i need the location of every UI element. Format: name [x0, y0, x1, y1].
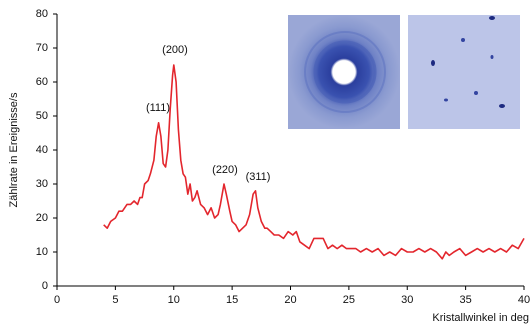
y-tick-label: 60	[36, 76, 48, 88]
x-tick-label: 35	[460, 294, 472, 306]
x-tick-label: 15	[226, 294, 238, 306]
chart: Zählrate in Ereignisse/s Kristallwinkel …	[0, 0, 530, 326]
y-tick-label: 0	[42, 280, 48, 292]
x-tick-label: 40	[518, 294, 530, 306]
x-tick-label: 10	[168, 294, 180, 306]
peak-label: (111)	[146, 102, 170, 114]
x-tick-label: 0	[54, 294, 60, 306]
x-tick-label: 20	[284, 294, 296, 306]
x-axis-title: Kristallwinkel in deg	[432, 312, 529, 324]
y-tick-label: 20	[36, 212, 48, 224]
diffraction-image	[288, 15, 400, 129]
y-tick-label: 80	[36, 8, 48, 20]
peak-label: (220)	[212, 164, 238, 176]
x-tick-label: 5	[112, 294, 118, 306]
y-tick-label: 70	[36, 42, 48, 54]
x-tick-label: 30	[401, 294, 413, 306]
y-axis-title: Zählrate in Ereignisse/s	[8, 92, 20, 207]
peak-label: (200)	[162, 44, 188, 56]
y-tick-label: 50	[36, 110, 48, 122]
x-tick-label: 25	[343, 294, 355, 306]
y-tick-label: 10	[36, 246, 48, 258]
diffraction-image	[408, 15, 520, 129]
y-tick-label: 30	[36, 178, 48, 190]
peak-label: (311)	[246, 171, 271, 183]
y-tick-label: 40	[36, 144, 48, 156]
